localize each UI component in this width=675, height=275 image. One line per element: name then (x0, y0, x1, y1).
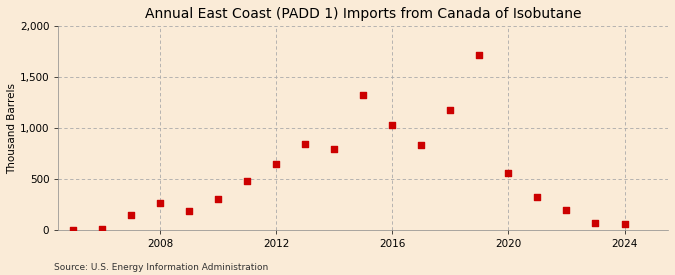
Point (619, 221, 630, 226)
Point (416, 143, 427, 147)
Point (300, 142, 310, 147)
Point (532, 195, 543, 199)
Point (445, 108, 456, 112)
Point (358, 93, 369, 98)
Point (242, 179, 252, 184)
Point (68, 228, 78, 232)
Point (213, 197, 223, 202)
Point (561, 208, 572, 212)
Title: Annual East Coast (PADD 1) Imports from Canada of Isobutane: Annual East Coast (PADD 1) Imports from … (145, 7, 581, 21)
Point (503, 170, 514, 175)
Point (329, 147, 340, 152)
Point (97, 227, 107, 232)
Point (387, 123, 398, 127)
Point (590, 221, 601, 225)
Point (271, 161, 281, 166)
Y-axis label: Thousand Barrels: Thousand Barrels (7, 82, 17, 174)
Point (126, 212, 136, 217)
Point (184, 209, 194, 213)
Point (474, 53, 485, 57)
Point (155, 201, 165, 205)
Text: Source: U.S. Energy Information Administration: Source: U.S. Energy Information Administ… (54, 263, 268, 272)
